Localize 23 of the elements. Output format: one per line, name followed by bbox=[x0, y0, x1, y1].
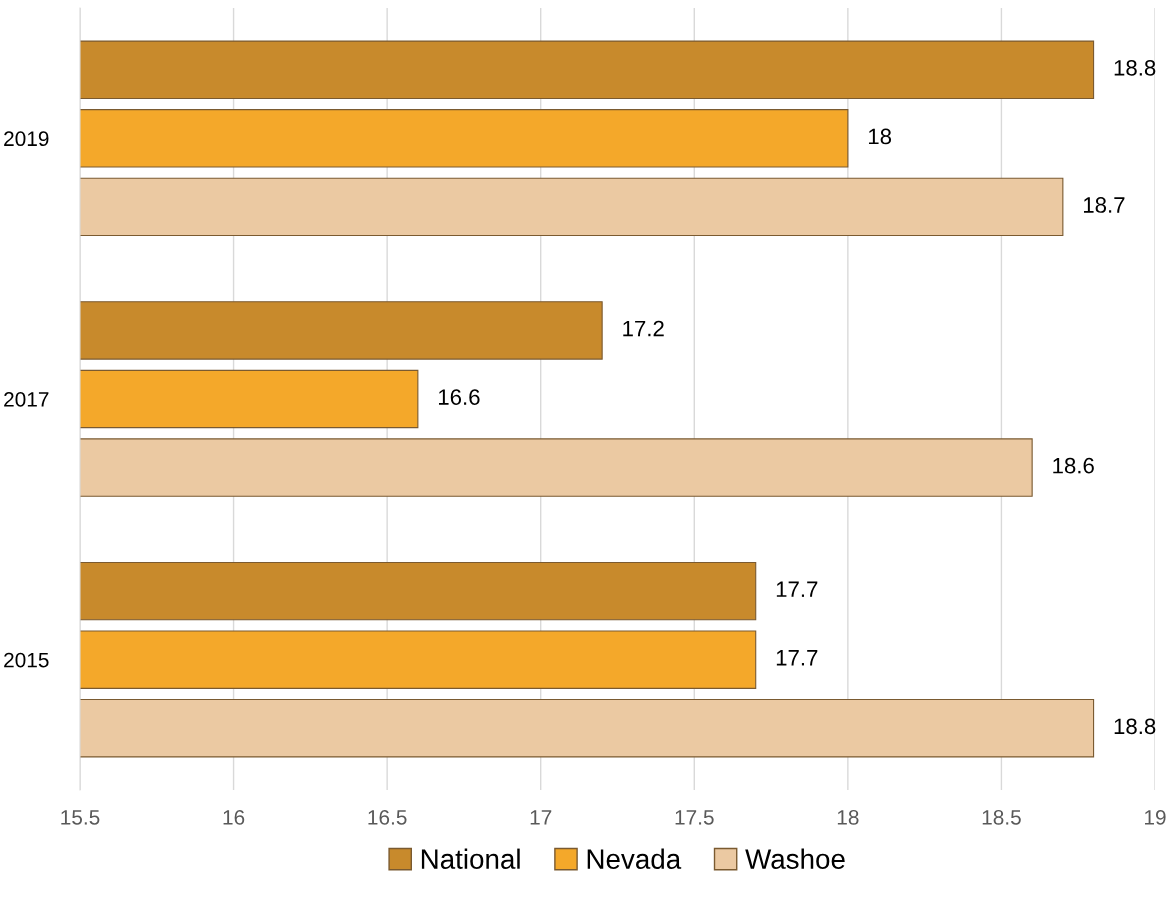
data-label: 17.2 bbox=[623, 320, 664, 337]
x-tick-label: 18 bbox=[837, 809, 859, 825]
x-tick-label: 17.5 bbox=[675, 810, 714, 825]
data-label: 18.8 bbox=[1114, 718, 1156, 735]
data-label: 16.6 bbox=[439, 389, 480, 405]
data-label: 17.7 bbox=[776, 581, 818, 597]
y-tick-label: 2017 bbox=[4, 392, 49, 407]
x-tick-label: 17 bbox=[530, 810, 552, 825]
x-tick-label: 18.5 bbox=[982, 809, 1021, 825]
x-tick-label: 16 bbox=[223, 809, 245, 825]
legend-label: Washoe bbox=[745, 848, 845, 869]
data-label: 17.7 bbox=[776, 650, 818, 666]
legend-label: National bbox=[421, 848, 520, 869]
x-tick-label: 15.5 bbox=[61, 810, 100, 825]
x-tick-label: 16.5 bbox=[368, 809, 407, 825]
legend-label: Nevada bbox=[587, 848, 682, 869]
data-label: 18.7 bbox=[1084, 197, 1125, 213]
y-tick-label: 2019 bbox=[4, 131, 49, 147]
data-label: 18 bbox=[869, 128, 892, 145]
x-tick-label: 19 bbox=[1145, 809, 1166, 825]
y-tick-label: 2015 bbox=[4, 652, 49, 668]
data-label: 18.6 bbox=[1053, 457, 1094, 474]
data-label: 18.8 bbox=[1114, 60, 1156, 76]
